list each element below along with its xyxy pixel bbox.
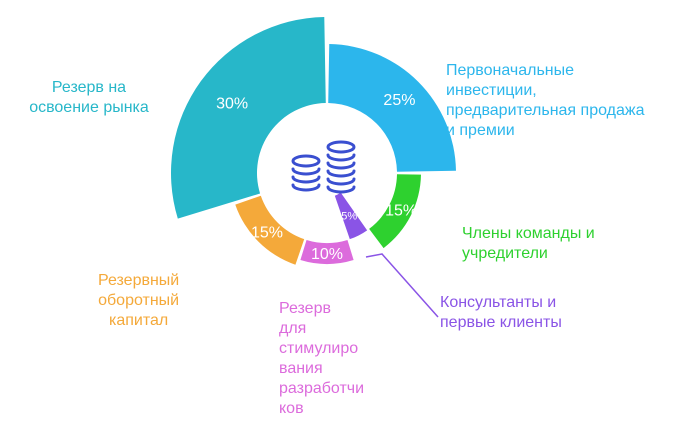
- label-team-founders: Члены команды и учредители: [462, 225, 595, 262]
- slice-5: [171, 17, 326, 219]
- label-advisors-clients: Консультанты и первые клиенты: [440, 294, 562, 331]
- label-working-capital: Резервный оборотный капитал: [98, 272, 180, 329]
- slice-2: [334, 192, 368, 240]
- slice-0: [328, 44, 456, 172]
- value-label-1: 15%: [385, 202, 417, 219]
- label-initial-investment: Первоначальные инвестиции, предварительн…: [446, 62, 645, 139]
- coin-stack-left: [291, 154, 321, 192]
- label-market-reserve: Резерв на освоение рынка: [29, 79, 149, 116]
- value-label-4: 15%: [251, 224, 283, 241]
- label-developer-reserve: Резерв для стимулиро вания разработчи ко…: [279, 300, 365, 417]
- donut-slices: [171, 17, 456, 265]
- slice-4: [235, 195, 305, 265]
- value-label-3: 10%: [311, 246, 343, 263]
- value-labels: 25% 15% 5% 10% 15% 30%: [216, 92, 417, 263]
- connector-line: [365, 253, 439, 318]
- slice-1: [369, 174, 421, 249]
- value-label-0: 25%: [383, 92, 415, 109]
- advisors-connector: [365, 253, 439, 318]
- coins-stack-icon: [291, 140, 356, 194]
- slice-3: [300, 239, 354, 264]
- value-label-5: 30%: [216, 96, 248, 113]
- value-label-2: 5%: [341, 211, 357, 223]
- coin-stack-right: [326, 140, 356, 194]
